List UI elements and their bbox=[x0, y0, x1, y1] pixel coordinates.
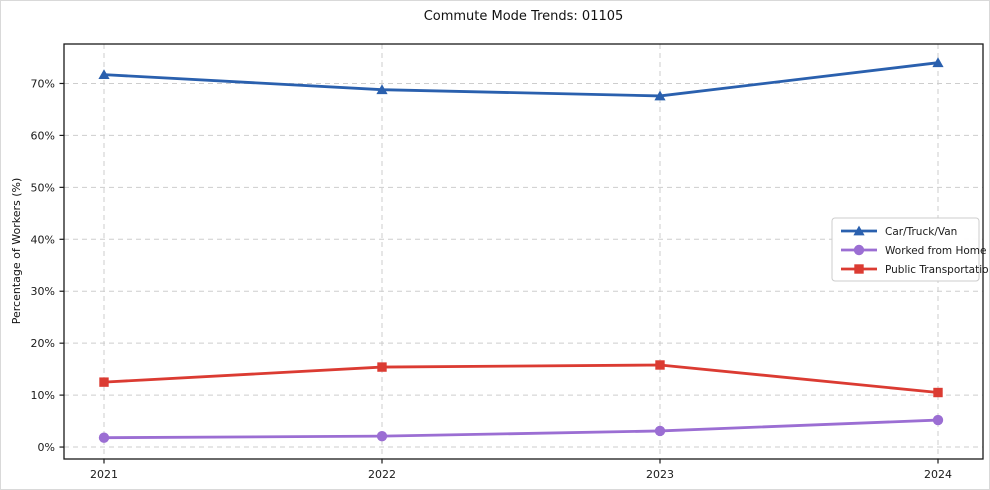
data-point-worked-from-home bbox=[376, 430, 388, 442]
x-tick-label: 2023 bbox=[646, 468, 674, 481]
chart-title: Commute Mode Trends: 01105 bbox=[423, 9, 624, 24]
data-point-public-transportation bbox=[377, 362, 387, 372]
legend: Car/Truck/Van Worked from Home Public Tran… bbox=[831, 217, 990, 282]
x-tick-label: 2022 bbox=[368, 468, 396, 481]
legend-marker-triangle-up-icon bbox=[853, 225, 865, 236]
x-tick-label: 2021 bbox=[90, 468, 118, 481]
data-point-car-truck-van bbox=[98, 69, 110, 80]
data-point-worked-from-home bbox=[932, 414, 944, 426]
y-tick-label: 70% bbox=[31, 77, 55, 90]
data-point-public-transportation bbox=[933, 387, 943, 398]
legend-marker-circle-icon bbox=[853, 244, 865, 256]
y-tick-label: 60% bbox=[31, 129, 55, 142]
series-line-car-truck-van bbox=[102, 61, 940, 98]
data-point-car-truck-van bbox=[376, 84, 388, 95]
y-tick-label: 50% bbox=[31, 181, 55, 194]
data-point-worked-from-home bbox=[98, 432, 110, 443]
series-line-public-transportation bbox=[102, 363, 940, 394]
y-tick-label: 10% bbox=[31, 389, 55, 402]
legend-label: Public Transportation bbox=[885, 264, 990, 276]
y-tick-label: 0% bbox=[38, 441, 55, 454]
legend-label: Car/Truck/Van bbox=[885, 226, 957, 238]
data-point-public-transportation bbox=[99, 377, 109, 387]
x-tick-label: 2024 bbox=[924, 468, 952, 481]
legend-label: Worked from Home bbox=[885, 245, 986, 257]
data-point-worked-from-home bbox=[654, 425, 666, 437]
y-tick-label: 40% bbox=[31, 233, 55, 246]
data-point-car-truck-van bbox=[932, 57, 944, 68]
series-line-worked-from-home bbox=[102, 418, 940, 440]
y-tick-label: 30% bbox=[31, 285, 55, 298]
data-point-car-truck-van bbox=[654, 90, 666, 101]
legend-marker-square-icon bbox=[854, 264, 864, 274]
plot-border bbox=[63, 43, 984, 460]
data-point-public-transportation bbox=[655, 360, 665, 370]
legend-box bbox=[831, 217, 980, 282]
y-tick-label: 20% bbox=[31, 337, 55, 350]
